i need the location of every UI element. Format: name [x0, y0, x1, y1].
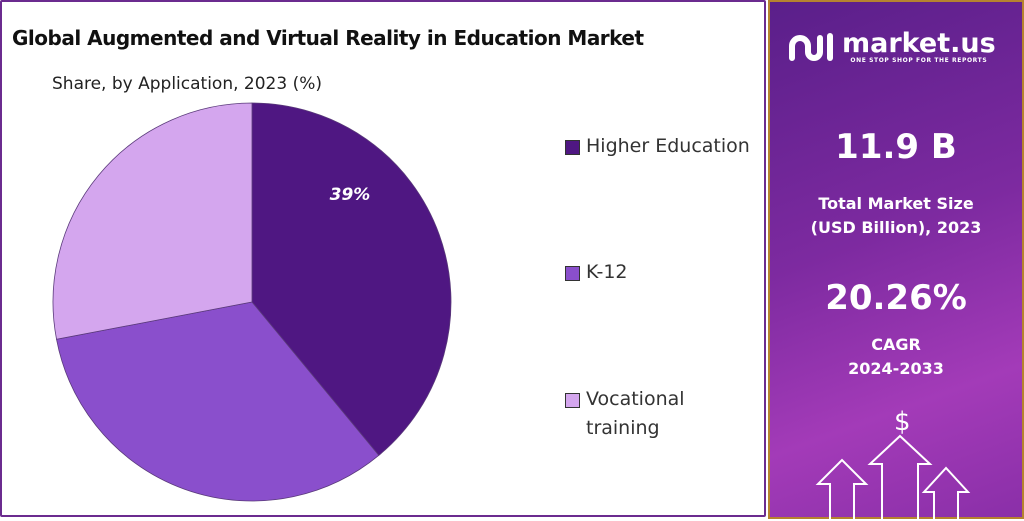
cagr-value: 20.26%	[825, 278, 967, 318]
market-size-unit: (USD Billion), 2023	[810, 218, 982, 237]
arrow-up-icon	[921, 466, 971, 521]
arrow-up-icon	[867, 434, 933, 521]
legend-label: K-12	[586, 261, 628, 283]
pie-slice-vocational-training	[52, 102, 253, 340]
legend-swatch	[565, 140, 580, 155]
legend-swatch	[565, 393, 580, 408]
cagr-label: CAGR	[871, 335, 921, 354]
brand-logo: market.us ONE STOP SHOP FOR THE REPORTS	[786, 30, 996, 64]
market-size-label: Total Market Size	[818, 194, 974, 213]
logo-icon	[789, 33, 833, 61]
pie-slice-higher-education	[251, 102, 452, 456]
summary-panel: market.us ONE STOP SHOP FOR THE REPORTS …	[768, 0, 1024, 521]
brand-name: market.us	[842, 27, 996, 59]
chart-subtitle: Share, by Application, 2023 (%)	[52, 74, 322, 94]
brand-tagline: ONE STOP SHOP FOR THE REPORTS	[850, 56, 988, 64]
pie-chart: 39%	[52, 102, 452, 502]
legend-item-vocational: Vocational training	[565, 385, 705, 443]
market-size-value: 11.9 B	[835, 127, 957, 167]
legend-item-higher-education: Higher Education	[565, 132, 750, 161]
legend-label: Higher Education	[586, 135, 750, 157]
dollar-icon: $	[894, 407, 911, 437]
data-label: 39%	[330, 185, 371, 205]
legend-swatch	[565, 266, 580, 281]
cagr-period: 2024-2033	[848, 359, 944, 378]
growth-arrows-icon: $	[815, 407, 971, 521]
legend-label: Vocational training	[586, 388, 685, 439]
arrow-up-icon	[815, 458, 869, 521]
chart-title: Global Augmented and Virtual Reality in …	[12, 26, 644, 50]
legend-item-k12: K-12	[565, 258, 628, 287]
pie-slice-k-12	[56, 301, 380, 502]
